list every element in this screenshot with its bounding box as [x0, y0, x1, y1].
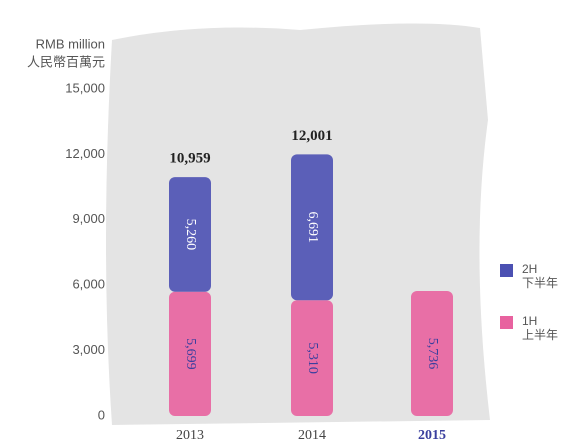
y-tick-label: 6,000	[72, 277, 105, 292]
bar-segment	[411, 290, 453, 416]
legend-swatch	[500, 316, 513, 329]
y-tick-label: 9,000	[72, 211, 105, 226]
legend-label-zh: 下半年	[522, 276, 558, 290]
bar-segment	[169, 291, 211, 416]
value-label: 5,260	[183, 219, 198, 251]
bar-segment	[291, 154, 333, 301]
total-label: 12,001	[291, 128, 332, 144]
x-tick-label: 2015	[418, 428, 446, 443]
legend-label: 1H	[522, 314, 537, 328]
value-label: 5,736	[425, 338, 440, 370]
y-tick-label: 3,000	[72, 342, 105, 357]
total-label: 10,959	[169, 151, 210, 167]
y-tick-label: 12,000	[65, 146, 105, 161]
y-tick-label: 15,000	[65, 80, 105, 95]
y-axis-label-zh: 人民幣百萬元	[27, 54, 105, 69]
x-tick-label: 2014	[298, 428, 326, 443]
legend-label: 2H	[522, 262, 537, 276]
x-tick-label: 2013	[176, 428, 204, 443]
legend-swatch	[500, 264, 513, 277]
bar-segment	[169, 177, 211, 292]
bar-segment	[291, 300, 333, 416]
value-label: 5,699	[183, 338, 198, 370]
y-axis-label: RMB million	[36, 36, 105, 51]
value-label: 6,691	[305, 212, 320, 244]
value-label: 5,310	[305, 342, 320, 374]
y-tick-label: 0	[98, 407, 105, 422]
legend-label-zh: 上半年	[522, 328, 558, 342]
